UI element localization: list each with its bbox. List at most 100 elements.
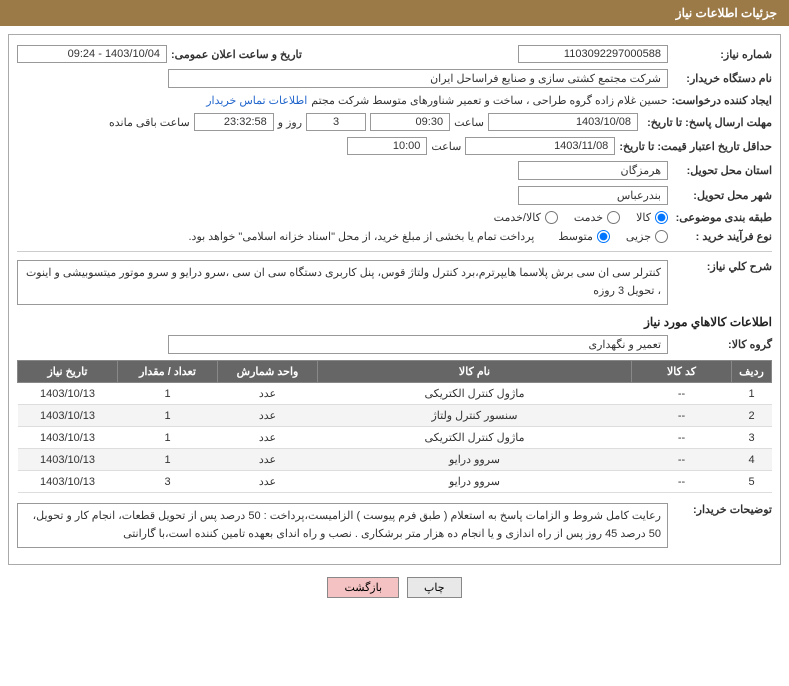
buyer-notes-label: توضیحات خریدار: — [672, 503, 772, 516]
radio-goods[interactable]: کالا — [636, 211, 668, 224]
purchase-type-radio-group: جزیی متوسط — [558, 230, 668, 243]
table-row: 4--سروو درایوعدد11403/10/13 — [18, 449, 772, 471]
radio-medium-input[interactable] — [597, 230, 610, 243]
radio-medium-label: متوسط — [558, 230, 593, 243]
time-remaining-suffix: ساعت باقی مانده — [109, 116, 190, 129]
group-label: گروه کالا: — [672, 338, 772, 351]
days-remaining: 3 — [306, 113, 366, 131]
hour-label-1: ساعت — [454, 116, 484, 129]
response-deadline-time: 09:30 — [370, 113, 450, 131]
table-row: 5--سروو درایوعدد31403/10/13 — [18, 471, 772, 493]
table-cell-row: 4 — [732, 449, 772, 471]
table-cell-row: 5 — [732, 471, 772, 493]
table-cell-qty: 1 — [118, 405, 218, 427]
th-name: نام کالا — [318, 361, 632, 383]
th-row: ردیف — [732, 361, 772, 383]
announce-date-value: 1403/10/04 - 09:24 — [17, 45, 167, 63]
table-cell-row: 3 — [732, 427, 772, 449]
row-buyer-notes: توضیحات خریدار: رعایت کامل شروط و الزاما… — [17, 503, 772, 548]
goods-table-header-row: ردیف کد کالا نام کالا واحد شمارش تعداد /… — [18, 361, 772, 383]
category-label: طبقه بندی موضوعی: — [672, 211, 772, 224]
table-cell-code: -- — [632, 449, 732, 471]
table-row: 2--سنسور کنترل ولتاژعدد11403/10/13 — [18, 405, 772, 427]
th-code: کد کالا — [632, 361, 732, 383]
table-cell-row: 2 — [732, 405, 772, 427]
radio-service-input[interactable] — [607, 211, 620, 224]
table-cell-qty: 1 — [118, 383, 218, 405]
table-cell-unit: عدد — [218, 427, 318, 449]
radio-goods-input[interactable] — [655, 211, 668, 224]
city-value: بندرعباس — [518, 186, 668, 205]
row-price-validity: حداقل تاریخ اعتبار قیمت: تا تاریخ: 1403/… — [17, 137, 772, 155]
response-deadline-label: مهلت ارسال پاسخ: تا تاریخ: — [642, 116, 772, 129]
row-buyer-org: نام دستگاه خریدار: شرکت مجتمع کشتی سازی … — [17, 69, 772, 88]
group-value: تعمیر و نگهداری — [168, 335, 668, 354]
hour-label-2: ساعت — [431, 140, 461, 153]
row-need-number: شماره نیاز: 1103092297000588 تاریخ و ساع… — [17, 45, 772, 63]
row-description: شرح کلي نیاز: کنترلر سی ان سی برش پلاسما… — [17, 260, 772, 305]
radio-small-input[interactable] — [655, 230, 668, 243]
table-cell-qty: 1 — [118, 449, 218, 471]
radio-goods-service-label: کالا/خدمت — [494, 211, 541, 224]
row-category: طبقه بندی موضوعی: کالا خدمت کالا/خدمت — [17, 211, 772, 224]
time-remaining: 23:32:58 — [194, 113, 274, 131]
province-value: هرمزگان — [518, 161, 668, 180]
row-city: شهر محل تحویل: بندرعباس — [17, 186, 772, 205]
table-cell-date: 1403/10/13 — [18, 427, 118, 449]
table-cell-name: ماژول کنترل الکتریکی — [318, 383, 632, 405]
price-validity-date: 1403/11/08 — [465, 137, 615, 155]
page-title: جزئیات اطلاعات نیاز — [676, 6, 777, 20]
buyer-org-label: نام دستگاه خریدار: — [672, 72, 772, 85]
row-group: گروه کالا: تعمیر و نگهداری — [17, 335, 772, 354]
th-date: تاریخ نیاز — [18, 361, 118, 383]
table-cell-date: 1403/10/13 — [18, 471, 118, 493]
th-unit: واحد شمارش — [218, 361, 318, 383]
radio-goods-service-input[interactable] — [545, 211, 558, 224]
desc-text: کنترلر سی ان سی برش پلاسما هایپرترم،برد … — [17, 260, 668, 305]
print-button[interactable]: چاپ — [407, 577, 462, 598]
footer-buttons: چاپ بازگشت — [0, 577, 789, 598]
goods-section-title: اطلاعات کالاهاي مورد نیاز — [17, 315, 772, 329]
table-cell-qty: 1 — [118, 427, 218, 449]
payment-note: پرداخت تمام یا بخشی از مبلغ خرید، از محل… — [189, 230, 535, 243]
province-label: استان محل تحویل: — [672, 164, 772, 177]
th-qty: تعداد / مقدار — [118, 361, 218, 383]
days-and-label: روز و — [278, 116, 302, 129]
table-cell-date: 1403/10/13 — [18, 405, 118, 427]
announce-date-label: تاریخ و ساعت اعلان عمومی: — [171, 48, 302, 61]
radio-small[interactable]: جزیی — [626, 230, 668, 243]
table-cell-date: 1403/10/13 — [18, 383, 118, 405]
table-cell-name: ماژول کنترل الکتریکی — [318, 427, 632, 449]
row-purchase-type: نوع فرآیند خرید : جزیی متوسط پرداخت تمام… — [17, 230, 772, 243]
buyer-org-value: شرکت مجتمع کشتی سازی و صنایع فراساحل ایر… — [168, 69, 668, 88]
table-cell-name: سروو درایو — [318, 471, 632, 493]
table-row: 1--ماژول کنترل الکتریکیعدد11403/10/13 — [18, 383, 772, 405]
need-number-value: 1103092297000588 — [518, 45, 668, 63]
back-button[interactable]: بازگشت — [327, 577, 399, 598]
radio-goods-service[interactable]: کالا/خدمت — [494, 211, 558, 224]
purchase-type-label: نوع فرآیند خرید : — [672, 230, 772, 243]
table-cell-unit: عدد — [218, 405, 318, 427]
radio-medium[interactable]: متوسط — [558, 230, 610, 243]
row-response-deadline: مهلت ارسال پاسخ: تا تاریخ: 1403/10/08 سا… — [17, 113, 772, 131]
response-deadline-date: 1403/10/08 — [488, 113, 638, 131]
table-cell-unit: عدد — [218, 471, 318, 493]
category-radio-group: کالا خدمت کالا/خدمت — [494, 211, 668, 224]
row-province: استان محل تحویل: هرمزگان — [17, 161, 772, 180]
price-validity-time: 10:00 — [347, 137, 427, 155]
main-container: شماره نیاز: 1103092297000588 تاریخ و ساع… — [8, 34, 781, 565]
table-cell-qty: 3 — [118, 471, 218, 493]
goods-table: ردیف کد کالا نام کالا واحد شمارش تعداد /… — [17, 360, 772, 493]
radio-service[interactable]: خدمت — [574, 211, 620, 224]
desc-label: شرح کلي نیاز: — [672, 260, 772, 273]
buyer-notes-text: رعایت کامل شروط و الزامات پاسخ به استعلا… — [17, 503, 668, 548]
table-cell-code: -- — [632, 405, 732, 427]
buyer-contact-link[interactable]: اطلاعات تماس خریدار — [206, 94, 307, 107]
table-cell-date: 1403/10/13 — [18, 449, 118, 471]
goods-table-body: 1--ماژول کنترل الکتریکیعدد11403/10/132--… — [18, 383, 772, 493]
table-cell-unit: عدد — [218, 449, 318, 471]
requester-label: ایجاد کننده درخواست: — [672, 94, 772, 107]
price-validity-label: حداقل تاریخ اعتبار قیمت: تا تاریخ: — [619, 140, 772, 153]
table-cell-unit: عدد — [218, 383, 318, 405]
table-row: 3--ماژول کنترل الکتریکیعدد11403/10/13 — [18, 427, 772, 449]
